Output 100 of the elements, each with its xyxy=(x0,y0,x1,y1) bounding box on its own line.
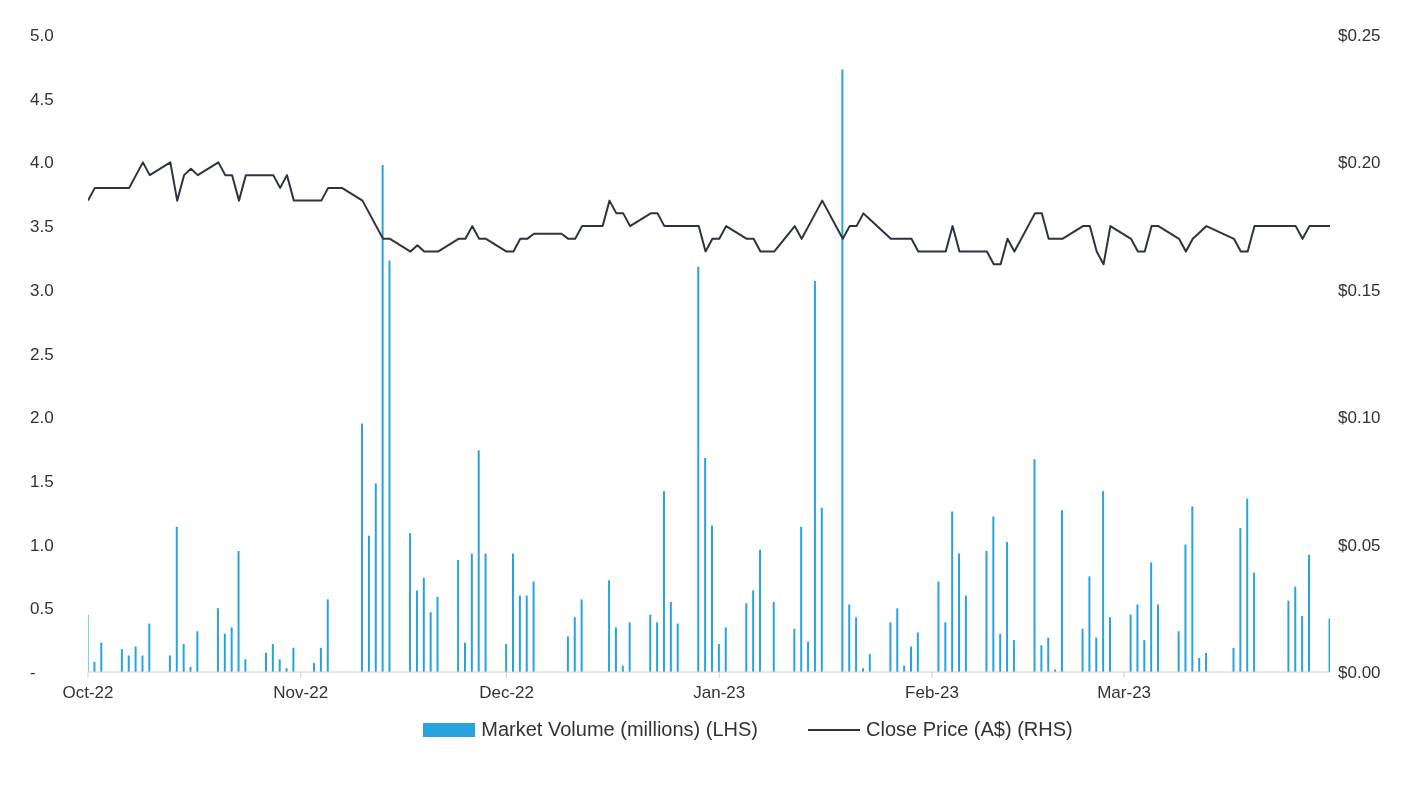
bar xyxy=(909,646,912,672)
bar xyxy=(1040,645,1043,672)
bar xyxy=(820,507,823,672)
bar xyxy=(244,659,247,672)
bar xyxy=(1108,617,1111,672)
x-tick-label: Jan-23 xyxy=(693,683,746,703)
bar xyxy=(1136,604,1139,672)
bar xyxy=(505,643,508,672)
bar xyxy=(608,580,611,672)
bar xyxy=(958,553,961,672)
bar xyxy=(388,260,391,672)
bar xyxy=(1301,615,1304,672)
bar xyxy=(793,628,796,672)
y2-tick-label: $0.10 xyxy=(1338,408,1381,428)
x-tick-label: Dec-22 xyxy=(479,683,534,703)
bar xyxy=(361,423,364,672)
bar xyxy=(580,599,583,672)
bar xyxy=(566,636,569,672)
bar xyxy=(93,661,96,672)
y2-tick-label: $0.20 xyxy=(1338,153,1381,173)
bar xyxy=(409,533,412,672)
y-tick-label: 4.0 xyxy=(30,153,54,173)
bar xyxy=(992,516,995,672)
bar xyxy=(676,623,679,672)
bar xyxy=(484,553,487,672)
bar xyxy=(1246,498,1249,672)
y2-tick-label: $0.00 xyxy=(1338,663,1381,683)
bar xyxy=(271,643,274,672)
bar xyxy=(463,642,466,672)
bar xyxy=(1047,637,1050,672)
bar xyxy=(518,595,521,672)
bar xyxy=(573,617,576,672)
bar xyxy=(1060,510,1063,672)
y-tick-label: 3.0 xyxy=(30,280,54,300)
x-tick-label: Feb-23 xyxy=(905,683,959,703)
bar xyxy=(1157,604,1160,672)
bar xyxy=(1191,506,1194,672)
bar xyxy=(196,631,199,672)
bar xyxy=(326,599,329,672)
bar xyxy=(855,617,858,672)
bar xyxy=(120,649,123,672)
bar xyxy=(752,590,755,672)
bar xyxy=(477,450,480,672)
bar xyxy=(292,647,295,672)
bar xyxy=(1088,576,1091,672)
y2-tick-label: $0.05 xyxy=(1338,535,1381,555)
bar xyxy=(807,641,810,672)
y2-tick-label: $0.15 xyxy=(1338,280,1381,300)
bar xyxy=(230,627,233,672)
bar xyxy=(1012,640,1015,672)
bar xyxy=(1150,562,1153,672)
bar xyxy=(1177,631,1180,672)
x-tick-label: Mar-23 xyxy=(1097,683,1152,703)
bar xyxy=(889,622,892,672)
bar xyxy=(264,652,267,672)
bar xyxy=(1143,640,1146,672)
y-tick-label: 0.5 xyxy=(30,599,54,619)
bar xyxy=(381,164,384,672)
bar xyxy=(1294,586,1297,672)
bar xyxy=(868,654,871,672)
x-tick-label: Nov-22 xyxy=(273,683,329,703)
line-series xyxy=(88,161,1330,266)
bar xyxy=(436,596,439,672)
bar xyxy=(772,601,775,672)
bar xyxy=(711,525,713,672)
bar xyxy=(367,535,370,672)
bar xyxy=(216,608,219,672)
bar xyxy=(614,627,617,672)
y-tick-label: 3.5 xyxy=(30,217,54,237)
bar xyxy=(944,622,947,672)
bar xyxy=(127,655,130,672)
bar xyxy=(175,526,178,672)
y-tick-label: - xyxy=(30,663,36,683)
bar xyxy=(649,614,652,672)
bar xyxy=(759,549,762,672)
bar xyxy=(525,595,528,672)
bar xyxy=(1198,657,1201,672)
bar xyxy=(745,603,748,672)
bar xyxy=(1232,647,1235,672)
bar xyxy=(628,622,631,672)
y-tick-label: 2.5 xyxy=(30,344,54,364)
bar xyxy=(937,581,940,672)
bar xyxy=(724,627,727,672)
y-tick-label: 4.5 xyxy=(30,89,54,109)
bar xyxy=(422,577,425,672)
bar xyxy=(278,659,281,672)
bar xyxy=(134,646,137,672)
bar xyxy=(1307,554,1310,672)
bar xyxy=(800,526,803,672)
bar xyxy=(704,457,707,672)
bar xyxy=(1253,572,1256,672)
bar xyxy=(1287,600,1290,672)
bar xyxy=(662,491,665,672)
y2-tick-label: $0.25 xyxy=(1338,26,1381,46)
bar xyxy=(841,69,844,672)
bar xyxy=(951,511,954,672)
y-tick-label: 5.0 xyxy=(30,26,54,46)
bar xyxy=(1205,652,1208,672)
bar xyxy=(1095,637,1098,672)
legend-label: Market Volume (millions) (LHS) xyxy=(481,718,759,741)
